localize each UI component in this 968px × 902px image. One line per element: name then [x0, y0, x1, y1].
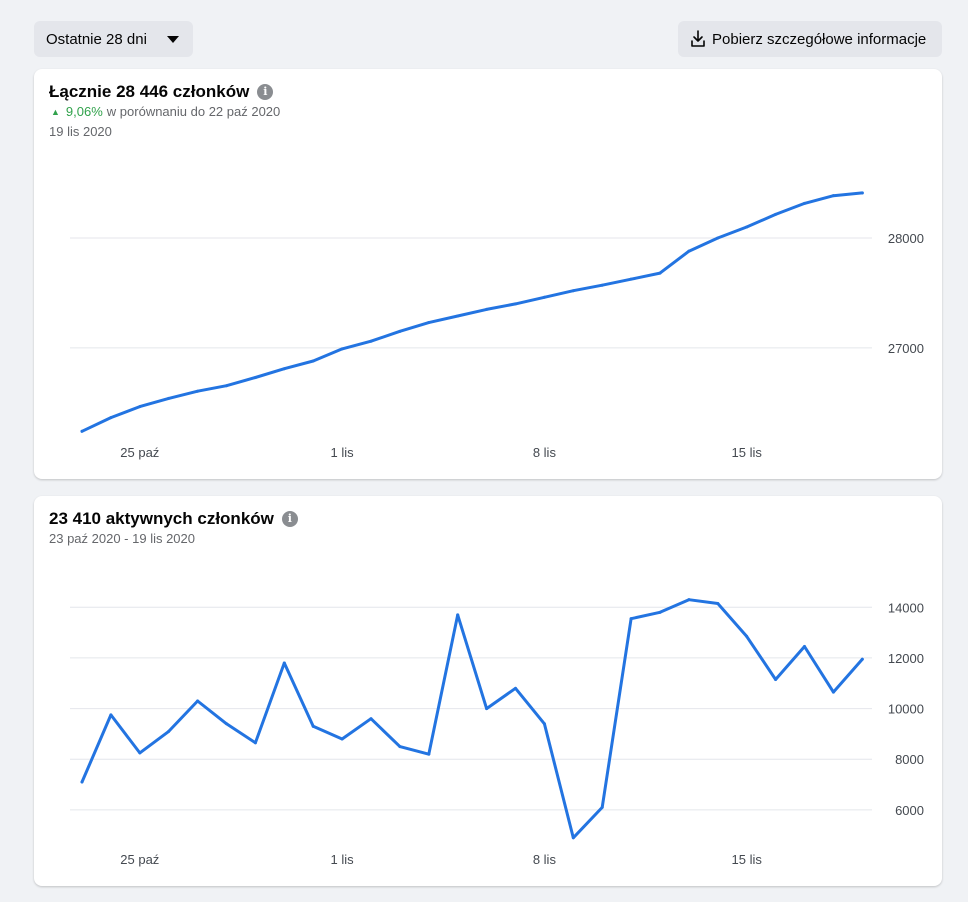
- data-point: [860, 191, 864, 195]
- data-point: [687, 598, 691, 602]
- data-point: [225, 384, 228, 388]
- x-tick-label: 8 lis: [533, 852, 557, 867]
- total-members-title: Łącznie 28 446 członków: [49, 82, 250, 101]
- data-point: [514, 302, 517, 306]
- total-members-chart: 27000 28000 25 paź 1 lis 8 lis 15 lis: [70, 191, 924, 460]
- data-point: [225, 722, 228, 726]
- data-point: [456, 314, 460, 318]
- x-tick-label: 25 paź: [120, 445, 159, 460]
- data-point: [80, 780, 84, 784]
- data-point: [831, 690, 835, 694]
- up-arrow-icon: ▲: [51, 106, 60, 117]
- data-point: [716, 236, 720, 240]
- y-tick-label: 8000: [895, 752, 924, 767]
- y-tick-label: 6000: [895, 803, 924, 818]
- data-point: [167, 729, 171, 733]
- x-tick-label: 8 lis: [533, 445, 557, 460]
- data-point: [629, 617, 633, 621]
- data-point: [196, 389, 200, 393]
- data-point: [831, 194, 835, 198]
- data-point: [860, 657, 864, 661]
- y-tick-label: 27000: [888, 341, 924, 356]
- x-tick-label: 1 lis: [331, 445, 355, 460]
- data-point: [369, 717, 373, 721]
- data-point: [774, 677, 778, 681]
- series-line: [80, 598, 864, 840]
- data-point: [340, 347, 344, 351]
- date-range-label: Ostatnie 28 dni: [46, 30, 147, 48]
- data-point: [716, 601, 720, 605]
- data-point: [253, 375, 257, 379]
- data-point: [803, 645, 806, 649]
- total-members-card: Łącznie 28 446 członków i ▲ 9,06% w poró…: [34, 69, 942, 479]
- chart-title: 23 410 aktywnych członków i: [49, 509, 298, 529]
- data-point: [398, 329, 402, 333]
- data-point: [600, 283, 604, 287]
- data-point: [398, 745, 402, 749]
- data-point: [600, 805, 604, 809]
- data-point: [485, 307, 489, 311]
- data-point: [109, 713, 113, 717]
- data-point: [687, 249, 691, 253]
- data-point: [311, 359, 315, 363]
- data-point: [167, 396, 171, 400]
- change-indicator: ▲ 9,06% w porównaniu do 22 paź 2020: [51, 104, 280, 119]
- info-icon[interactable]: i: [281, 511, 298, 527]
- data-point: [369, 339, 373, 343]
- data-point: [311, 724, 315, 728]
- data-point: [282, 367, 286, 371]
- y-tick-label: 12000: [888, 651, 924, 666]
- chart-date: 19 lis 2020: [49, 124, 112, 139]
- y-tick-label: 10000: [888, 702, 924, 717]
- change-percent: 9,06%: [65, 104, 103, 119]
- x-tick-label: 15 lis: [732, 445, 763, 460]
- data-point: [745, 634, 749, 638]
- chart-date-range: 23 paź 2020 - 19 lis 2020: [49, 531, 195, 546]
- data-point: [571, 289, 575, 293]
- data-point: [514, 686, 517, 690]
- data-point: [803, 201, 806, 205]
- active-members-chart: 6000 8000 10000 12000 14000 25 paź 1 lis 8 lis 1…: [70, 598, 924, 867]
- data-point: [542, 295, 546, 299]
- data-point: [196, 699, 200, 703]
- data-point: [138, 405, 142, 409]
- download-label: Pobierz szczegółowe informacje: [712, 30, 927, 48]
- data-point: [542, 722, 546, 726]
- data-point: [138, 751, 142, 755]
- download-icon: [691, 30, 705, 47]
- data-point: [658, 271, 662, 275]
- y-tick-label: 28000: [888, 231, 924, 246]
- x-tick-label: 25 paź: [120, 852, 159, 867]
- data-point: [427, 752, 431, 756]
- data-point: [80, 429, 84, 433]
- active-members-card: 23 410 aktywnych członków i 23 paź 2020 …: [34, 496, 942, 886]
- download-details-button[interactable]: Pobierz szczegółowe informacje: [678, 21, 942, 57]
- data-point: [109, 416, 113, 420]
- y-tick-label: 14000: [888, 600, 924, 615]
- x-tick-label: 1 lis: [331, 852, 355, 867]
- data-point: [629, 277, 633, 281]
- active-members-title: 23 410 aktywnych członków: [49, 509, 274, 528]
- chart-title: Łącznie 28 446 członków i: [49, 82, 274, 102]
- data-point: [427, 321, 431, 325]
- caret-down-icon: [167, 36, 179, 43]
- x-tick-label: 15 lis: [732, 852, 763, 867]
- info-icon[interactable]: i: [257, 84, 274, 100]
- data-point: [253, 741, 257, 745]
- change-comparison: w porównaniu do 22 paź 2020: [106, 104, 281, 119]
- data-point: [456, 613, 460, 617]
- data-point: [658, 610, 662, 614]
- data-point: [745, 225, 749, 229]
- date-range-dropdown[interactable]: Ostatnie 28 dni: [34, 21, 193, 57]
- toolbar: Ostatnie 28 dni Pobierz szczegółowe info…: [34, 21, 942, 57]
- data-point: [485, 707, 489, 711]
- data-point: [340, 737, 344, 741]
- data-point: [571, 836, 575, 840]
- series-line: [80, 191, 864, 433]
- data-point: [774, 212, 778, 216]
- data-point: [282, 661, 286, 665]
